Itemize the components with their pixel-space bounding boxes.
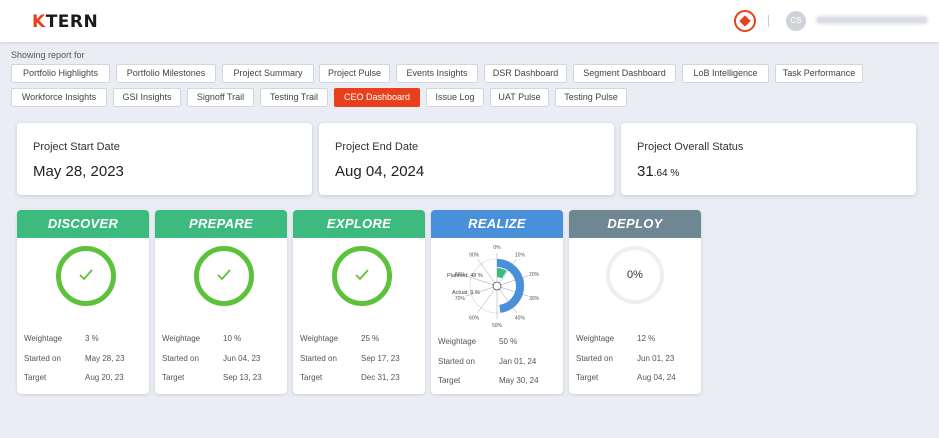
- complete-ring: [194, 246, 254, 306]
- phase-card-discover[interactable]: DISCOVER Weightage 3 % Started on May 28, …: [17, 210, 149, 394]
- phase-stats: Weightage 50 % Started on Jan 01, 24 Targe…: [438, 337, 539, 385]
- tab-ceo-dashboard[interactable]: CEO Dashboard: [334, 88, 420, 107]
- tab-dsr-dashboard[interactable]: DSR Dashboard: [484, 64, 567, 83]
- tab-portfolio-milestones[interactable]: Portfolio Milestones: [116, 64, 216, 83]
- gauge-tick-label: 50%: [492, 323, 503, 329]
- project-start-card: Project Start Date May 28, 2023: [17, 123, 312, 195]
- weightage-value: 3 %: [85, 334, 99, 343]
- tab-project-pulse[interactable]: Project Pulse: [319, 64, 390, 83]
- project-status-value: 31.64 %: [637, 163, 680, 180]
- tab-events-insights[interactable]: Events Insights: [396, 64, 478, 83]
- target-value: Aug 20, 23: [85, 373, 124, 382]
- tab-segment-dashboard[interactable]: Segment Dashboard: [573, 64, 676, 83]
- started-value: Jun 04, 23: [223, 353, 261, 363]
- phase-title: DEPLOY: [569, 210, 701, 238]
- weightage-value: 50 %: [499, 337, 518, 346]
- brand-shield-icon[interactable]: [734, 10, 756, 32]
- phase-title: EXPLORE: [293, 210, 425, 238]
- tab-lob-intelligence[interactable]: LoB Intelligence: [682, 64, 769, 83]
- complete-ring: [56, 246, 116, 306]
- tab-gsi-insights[interactable]: GSI Insights: [113, 88, 181, 107]
- gauge-spoke: [496, 259, 517, 287]
- phase-title: PREPARE: [155, 210, 287, 238]
- tab-uat-pulse[interactable]: UAT Pulse: [490, 88, 549, 107]
- phase-stats: Weightage 10 % Started on Jun 04, 23 Targe…: [162, 334, 262, 382]
- tab-signoff-trail[interactable]: Signoff Trail: [187, 88, 254, 107]
- ktern-logo[interactable]: KTERN: [32, 12, 99, 32]
- tab-portfolio-highlights[interactable]: Portfolio Highlights: [11, 64, 110, 83]
- gauge-tick-label: 30%: [529, 296, 540, 302]
- tab-testing-pulse[interactable]: Testing Pulse: [555, 88, 627, 107]
- target-value: May 30, 24: [499, 376, 539, 385]
- started-value: Sep 17, 23: [361, 353, 400, 363]
- weightage-value: 12 %: [637, 334, 656, 343]
- phase-stats: Weightage 3 % Started on May 28, 23 Target…: [24, 334, 125, 382]
- complete-ring: [332, 246, 392, 306]
- tab-task-performance[interactable]: Task Performance: [775, 64, 863, 83]
- project-status-card: Project Overall Status 31.64 %: [621, 123, 916, 195]
- gauge-tick-label: 70%: [455, 296, 466, 302]
- tab-testing-trail[interactable]: Testing Trail: [260, 88, 328, 107]
- project-end-card: Project End Date Aug 04, 2024: [319, 123, 614, 195]
- project-start-label: Project Start Date: [33, 141, 120, 153]
- phase-card-prepare[interactable]: PREPARE Weightage 10 % Started on Jun 04, …: [155, 210, 287, 394]
- target-value: Sep 13, 23: [223, 373, 262, 382]
- avatar[interactable]: CS: [786, 11, 806, 31]
- phase-stats: Weightage 12 % Started on Jun 01, 23 Targe…: [576, 334, 676, 382]
- header-divider: [768, 15, 769, 27]
- gauge-tick-label: 40%: [515, 316, 526, 322]
- tab-workforce-insights[interactable]: Workforce Insights: [11, 88, 107, 107]
- phase-card-explore[interactable]: EXPLORE Weightage 25 % Started on Sep 17, …: [293, 210, 425, 394]
- actual-label: Actual: 9 %: [452, 290, 480, 296]
- weightage-value: 25 %: [361, 334, 380, 343]
- check-icon: [79, 269, 93, 281]
- check-icon: [355, 269, 369, 281]
- username-blurred[interactable]: [816, 16, 928, 24]
- not-started-ring: 0%: [606, 246, 664, 304]
- gauge-spoke: [465, 275, 498, 287]
- gauge-tick-label: 10%: [515, 252, 526, 258]
- project-status-label: Project Overall Status: [637, 141, 744, 153]
- target-value: Aug 04, 24: [637, 373, 676, 382]
- phase-title: DISCOVER: [17, 210, 149, 238]
- phase-title: REALIZE: [431, 210, 563, 238]
- gauge-center: [492, 281, 502, 291]
- gauge-spoke: [477, 259, 498, 287]
- tab-project-summary[interactable]: Project Summary: [222, 64, 314, 83]
- showing-report-label: Showing report for: [11, 50, 85, 60]
- gauge-spoke: [465, 285, 498, 297]
- project-end-value: Aug 04, 2024: [335, 163, 425, 180]
- phase-card-realize[interactable]: REALIZE 0% 10% 20% 30% 40% 50% 60% 70% 80% 90% Pla…: [431, 210, 563, 394]
- started-value: Jan 01, 24: [499, 356, 537, 366]
- tab-issue-log[interactable]: Issue Log: [426, 88, 484, 107]
- gauge-spoke: [496, 285, 529, 297]
- project-start-value: May 28, 2023: [33, 163, 124, 180]
- gauge-tick-label: 0%: [493, 245, 501, 251]
- gauge-spoke: [496, 275, 529, 287]
- phase-stats: Weightage 25 % Started on Sep 17, 23 Targe…: [300, 334, 400, 382]
- gauge-tick-label: 80%: [455, 272, 466, 278]
- gauge-tick-label: 90%: [469, 252, 480, 258]
- top-bar: KTERN CS: [0, 0, 939, 42]
- actual-progress-arc: [497, 268, 507, 279]
- gauge-tick-label: 20%: [529, 272, 540, 278]
- realize-progress-gauge: 0% 10% 20% 30% 40% 50% 60% 70% 80% 90% Planned: 48…: [447, 245, 540, 329]
- gauge-spoke: [496, 285, 517, 313]
- phase-card-deploy[interactable]: DEPLOY 0% Weightage 12 % Started on Jun 01…: [569, 210, 701, 394]
- gauge-spoke: [477, 285, 498, 313]
- gauge-tick-label: 60%: [469, 316, 480, 322]
- planned-label: Planned: 48 %: [447, 273, 483, 279]
- started-value: May 28, 23: [85, 353, 125, 363]
- project-end-label: Project End Date: [335, 141, 419, 153]
- weightage-value: 10 %: [223, 334, 242, 343]
- target-value: Dec 31, 23: [361, 373, 400, 382]
- started-value: Jun 01, 23: [637, 353, 675, 363]
- check-icon: [217, 269, 231, 281]
- planned-progress-arc: [497, 259, 524, 313]
